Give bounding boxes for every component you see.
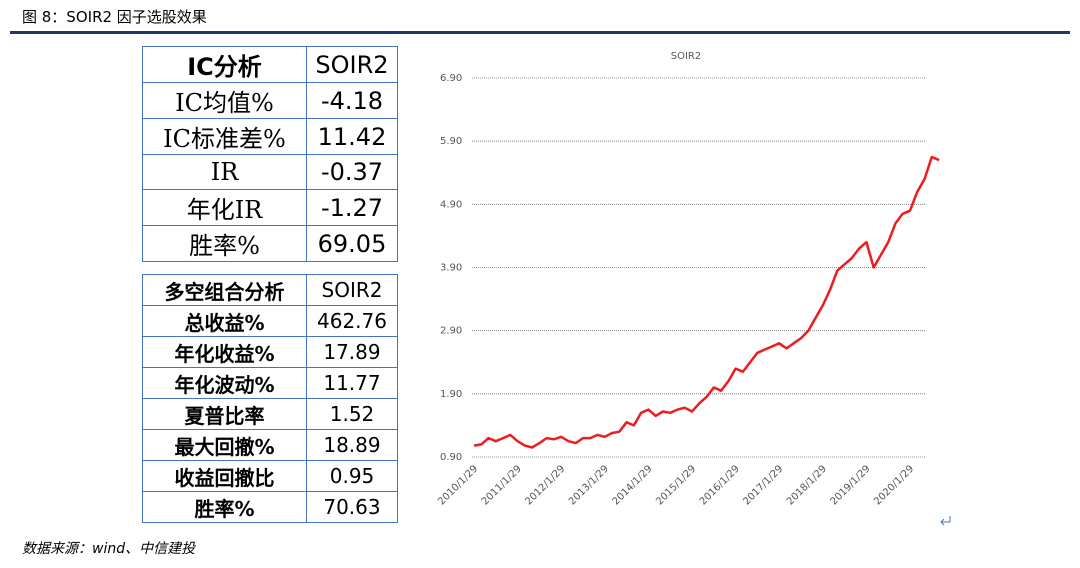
x-tick-label: 2011/1/29 xyxy=(480,463,524,507)
table-cell: -0.37 xyxy=(306,154,398,190)
table-row: 年化收益% 17.89 xyxy=(142,336,398,368)
x-tick-label: 2019/1/29 xyxy=(829,463,873,507)
table-cell: 18.89 xyxy=(306,429,398,461)
table-cell: 年化收益% xyxy=(142,336,307,368)
table-row: 最大回撤% 18.89 xyxy=(142,429,398,461)
table-row: 胜率% 69.05 xyxy=(142,225,398,262)
table-cell: 17.89 xyxy=(306,336,398,368)
x-tick-label: 2018/1/29 xyxy=(785,463,829,507)
table-cell: 夏普比率 xyxy=(142,398,307,430)
table-cell: 70.63 xyxy=(306,491,398,523)
header-row: IC分析 SOIR2 xyxy=(142,46,398,83)
table-cell: 胜率% xyxy=(142,225,307,262)
table-cell: 年化波动% xyxy=(142,367,307,399)
return-mark xyxy=(940,516,951,526)
source-note: 数据来源：wind、中信建投 xyxy=(22,541,196,557)
x-tick-label: 2020/1/29 xyxy=(872,463,916,507)
series-line xyxy=(473,155,940,449)
x-tick-label: 2014/1/29 xyxy=(611,463,655,507)
x-tick-label: 2012/1/29 xyxy=(523,463,567,507)
table-cell: IC分析 xyxy=(142,46,307,83)
y-tick-label: 0.90 xyxy=(440,452,462,463)
table-cell: 总收益% xyxy=(142,305,307,337)
x-tick-label: 2015/1/29 xyxy=(654,463,698,507)
table-cell: 11.42 xyxy=(306,118,398,155)
table-row: IC标准差% 11.42 xyxy=(142,118,398,155)
table-cell: 1.52 xyxy=(306,398,398,430)
header-row: 多空组合分析 SOIR2 xyxy=(142,274,398,306)
table-cell: 收益回撤比 xyxy=(142,460,307,492)
ic-table: IC分析 SOIR2 IC均值% -4.18 IC标准差% 11.42 IR -0.37 年化I… xyxy=(142,46,398,262)
y-tick-label: 4.90 xyxy=(440,199,462,210)
x-tick-label: 2010/1/29 xyxy=(436,463,480,507)
long-short-table: 多空组合分析 SOIR2 总收益% 462.76 年化收益% 17.89 年化波动% 11.7… xyxy=(142,274,398,523)
table-cell: 最大回撤% xyxy=(142,429,307,461)
x-tick-label: 2017/1/29 xyxy=(741,463,785,507)
table-row: 胜率% 70.63 xyxy=(142,491,398,523)
table-cell: 年化IR xyxy=(142,189,307,226)
table-row: 收益回撤比 0.95 xyxy=(142,460,398,492)
table-cell: -1.27 xyxy=(306,189,398,226)
x-tick-label: 2016/1/29 xyxy=(698,463,742,507)
table-cell: IC标准差% xyxy=(142,118,307,155)
table-cell: -4.18 xyxy=(306,82,398,119)
table-row: 年化IR -1.27 xyxy=(142,189,398,226)
y-tick-label: 1.90 xyxy=(440,389,462,400)
y-tick-label: 6.90 xyxy=(440,73,462,84)
y-tick-label: 2.90 xyxy=(440,326,462,337)
table-row: 总收益% 462.76 xyxy=(142,305,398,337)
figure-title: 图 8：SOIR2 因子选股效果 xyxy=(22,8,207,26)
y-tick-label: 5.90 xyxy=(440,136,462,147)
chart-title: SOIR2 xyxy=(671,51,701,62)
table-cell: 69.05 xyxy=(306,225,398,262)
table-cell: 胜率% xyxy=(142,491,307,523)
title-rule xyxy=(10,31,1070,34)
y-tick-label: 3.90 xyxy=(440,263,462,274)
x-tick-label: 2013/1/29 xyxy=(567,463,611,507)
table-cell: 多空组合分析 xyxy=(142,274,307,306)
table-cell: 462.76 xyxy=(306,305,398,337)
table-row: 夏普比率 1.52 xyxy=(142,398,398,430)
